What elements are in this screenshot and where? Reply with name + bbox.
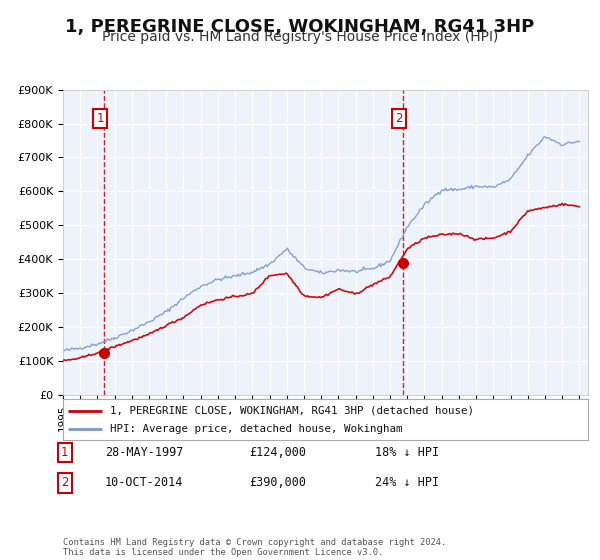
Text: 18% ↓ HPI: 18% ↓ HPI xyxy=(375,446,439,459)
Text: 1: 1 xyxy=(61,446,68,459)
Text: 10-OCT-2014: 10-OCT-2014 xyxy=(105,476,184,489)
Text: Price paid vs. HM Land Registry's House Price Index (HPI): Price paid vs. HM Land Registry's House … xyxy=(102,30,498,44)
Text: 24% ↓ HPI: 24% ↓ HPI xyxy=(375,476,439,489)
Text: £124,000: £124,000 xyxy=(249,446,306,459)
Text: 1, PEREGRINE CLOSE, WOKINGHAM, RG41 3HP: 1, PEREGRINE CLOSE, WOKINGHAM, RG41 3HP xyxy=(65,18,535,36)
Text: 28-MAY-1997: 28-MAY-1997 xyxy=(105,446,184,459)
Text: HPI: Average price, detached house, Wokingham: HPI: Average price, detached house, Woki… xyxy=(110,424,403,433)
Text: 2: 2 xyxy=(61,476,68,489)
Text: 2: 2 xyxy=(395,112,403,125)
Text: 1: 1 xyxy=(97,112,104,125)
Text: 1, PEREGRINE CLOSE, WOKINGHAM, RG41 3HP (detached house): 1, PEREGRINE CLOSE, WOKINGHAM, RG41 3HP … xyxy=(110,405,474,416)
Text: Contains HM Land Registry data © Crown copyright and database right 2024.
This d: Contains HM Land Registry data © Crown c… xyxy=(63,538,446,557)
Text: £390,000: £390,000 xyxy=(249,476,306,489)
